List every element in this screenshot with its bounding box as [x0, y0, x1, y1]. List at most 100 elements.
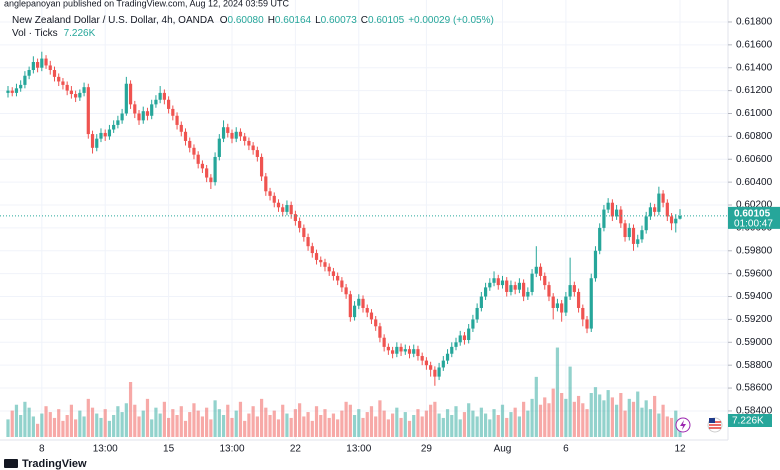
y-tick-label: 0.59200	[736, 314, 773, 325]
candle-body	[10, 90, 14, 93]
volume-bar	[200, 416, 205, 437]
candle-body	[78, 92, 82, 98]
candle-body	[27, 70, 31, 76]
volume-value: 7.226K	[64, 28, 96, 39]
candle-body	[179, 124, 183, 132]
candle-body	[268, 191, 272, 196]
volume-bar	[492, 409, 496, 437]
volume-bar	[555, 347, 560, 437]
volume-bar	[526, 410, 530, 437]
candle-body	[19, 84, 23, 89]
volume-bar	[365, 412, 369, 437]
candle-body	[416, 349, 420, 357]
candle-body	[640, 230, 644, 240]
volume-bar	[192, 403, 196, 437]
candle-body	[200, 163, 205, 169]
candle-body	[386, 346, 390, 351]
candle-body	[255, 150, 259, 157]
candle-body	[644, 216, 648, 231]
candle-body	[433, 369, 437, 377]
candle-body	[606, 202, 610, 210]
candle-body	[14, 88, 19, 93]
ohlc-legend: New Zealand Dollar / U.S. Dollar, 4h, OA…	[12, 15, 494, 26]
volume-bar	[564, 398, 568, 437]
volume-bar	[167, 417, 171, 437]
volume-bar	[69, 404, 73, 437]
volume-bar	[479, 407, 483, 437]
candle-body	[441, 360, 445, 368]
volume-bar	[623, 410, 627, 437]
volume-bar	[369, 406, 374, 437]
y-tick-label: 0.61000	[736, 108, 773, 119]
y-tick-label: 0.60200	[736, 200, 773, 211]
volume-bar	[661, 404, 665, 437]
candle-body	[348, 294, 352, 318]
candle-body	[158, 92, 162, 100]
candle-body	[90, 134, 95, 148]
volume-bar	[196, 410, 200, 437]
candle-body	[488, 282, 492, 288]
candle-body	[674, 218, 678, 224]
volume-bar	[226, 404, 230, 437]
candle-body	[188, 140, 192, 148]
volume-bar	[340, 410, 344, 437]
volume-bar	[154, 407, 158, 437]
volume-bar	[441, 417, 445, 437]
candle-body	[310, 246, 314, 254]
y-tick-label: 0.59400	[736, 291, 773, 302]
candle-body	[319, 259, 323, 263]
candle-body	[513, 285, 517, 290]
volume-bar	[619, 393, 623, 437]
publisher: anglepanoyan published on TradingView.co…	[4, 0, 290, 8]
volume-bar	[285, 413, 289, 437]
candle-body	[407, 349, 412, 354]
volume-bar	[395, 407, 399, 437]
volume-bar	[467, 403, 471, 437]
volume-bar	[61, 420, 65, 437]
candle-body	[162, 92, 166, 100]
candle-body	[631, 227, 636, 244]
candle-body	[391, 350, 395, 354]
candle-body	[593, 250, 598, 279]
ohlc-value: 0.60105	[368, 15, 405, 26]
candle-body	[35, 62, 40, 68]
volume-bar	[631, 401, 636, 437]
last-price-label: 0.60105	[734, 209, 771, 220]
volume-bar	[259, 398, 264, 437]
candle-body	[462, 335, 467, 341]
candle-body	[141, 111, 145, 121]
volume-bar	[488, 419, 492, 437]
candle-body	[598, 227, 602, 251]
volume-bar	[116, 406, 120, 437]
candle-body	[86, 87, 90, 135]
volume-bar	[593, 387, 598, 437]
volume-bar	[255, 416, 259, 437]
candle-body	[205, 168, 209, 178]
candle-body	[95, 138, 99, 148]
candle-body	[627, 227, 631, 238]
candle-body	[192, 147, 196, 155]
candle-body	[576, 291, 581, 308]
candle-body	[344, 287, 348, 295]
candle-body	[538, 266, 543, 276]
volume-bar	[27, 407, 31, 437]
volume-bar	[653, 395, 657, 437]
candle-body	[213, 156, 217, 183]
candle-body	[137, 113, 141, 121]
candle-body	[636, 239, 640, 244]
volume-bar	[420, 416, 424, 437]
volume-bar	[107, 420, 112, 437]
candle-body	[281, 207, 285, 212]
candle-body	[331, 271, 336, 276]
volume-bar	[581, 403, 585, 437]
x-tick-label: 13:00	[219, 444, 244, 455]
volume-bar	[357, 409, 361, 437]
volume-bar	[450, 415, 454, 437]
volume-bar	[124, 403, 128, 437]
candle-body	[648, 207, 653, 217]
candle-body	[445, 353, 450, 361]
volume-bar	[585, 409, 589, 437]
volume-bar	[162, 401, 166, 437]
candle-body	[133, 104, 137, 114]
volume-bar	[538, 404, 543, 437]
